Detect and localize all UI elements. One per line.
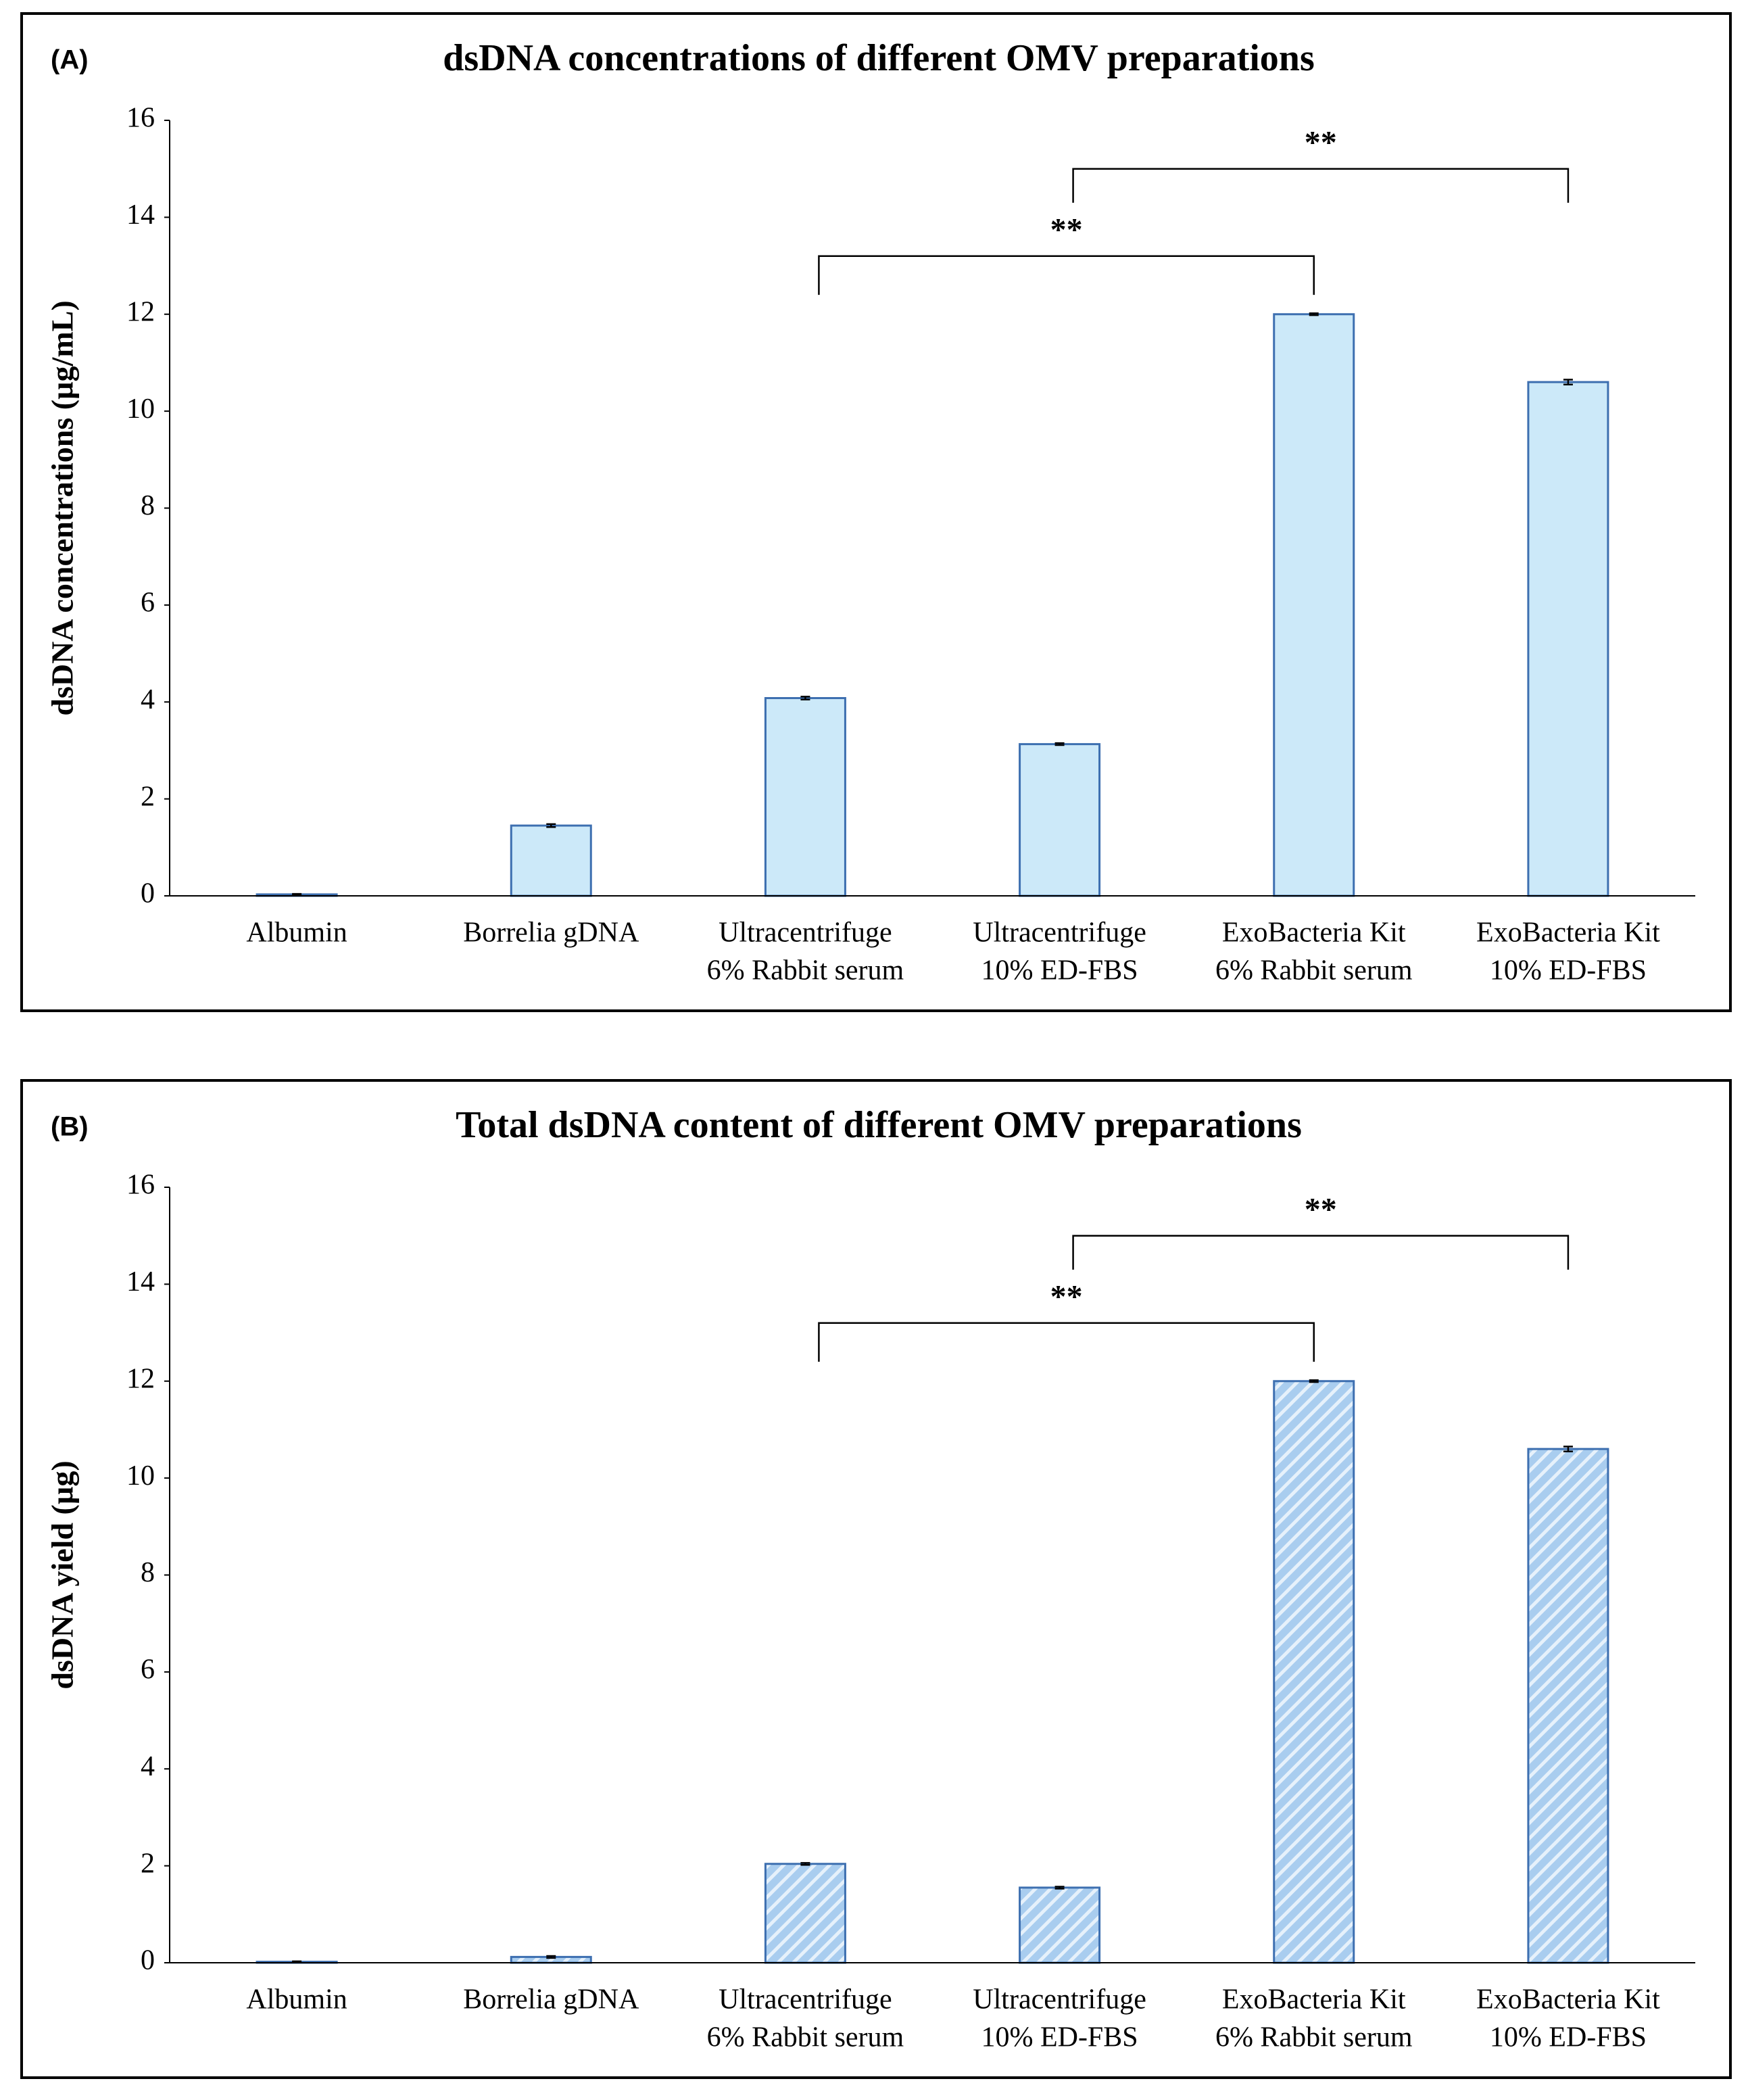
x-tick-label: 10% ED-FBS xyxy=(981,2022,1138,2053)
x-tick-label: Borrelia gDNA xyxy=(463,917,639,949)
x-tick-label: Ultracentrifuge xyxy=(973,917,1146,949)
error-bar xyxy=(1563,1446,1573,1452)
chart-title: dsDNA concentrations of different OMV pr… xyxy=(443,37,1315,79)
y-tick-label: 14 xyxy=(126,1266,155,1297)
x-tick-label: ExoBacteria Kit xyxy=(1476,917,1660,949)
y-tick-label: 10 xyxy=(126,1460,155,1492)
error-bar xyxy=(546,823,556,828)
y-tick-label: 12 xyxy=(126,1363,155,1394)
y-tick-label: 6 xyxy=(141,1654,155,1686)
y-tick-label: 2 xyxy=(141,1848,155,1879)
error-bar xyxy=(1309,312,1319,316)
x-tick-label: 10% ED-FBS xyxy=(1490,955,1647,986)
y-tick-label: 0 xyxy=(141,878,155,909)
bar xyxy=(1273,1380,1355,1964)
significance-label: ** xyxy=(1305,125,1337,161)
error-bar xyxy=(1054,1886,1065,1890)
x-tick-label: Ultracentrifuge xyxy=(719,1984,892,2015)
x-tick-label: Albumin xyxy=(246,1984,347,2015)
x-tick-label: 6% Rabbit serum xyxy=(707,955,904,986)
x-tick-label: Borrelia gDNA xyxy=(463,1984,639,2015)
x-tick-label: 6% Rabbit serum xyxy=(707,2022,904,2053)
y-tick-label: 10 xyxy=(126,393,155,425)
bar xyxy=(764,697,846,897)
x-tick-label: ExoBacteria Kit xyxy=(1222,917,1406,949)
panel-frame xyxy=(20,1079,1732,2079)
y-tick-label: 0 xyxy=(141,1945,155,1976)
y-axis-label: dsDNA concentrations (µg/mL) xyxy=(45,300,80,715)
error-bar xyxy=(800,1862,810,1866)
bar xyxy=(510,824,592,897)
x-tick-label: 10% ED-FBS xyxy=(1490,2022,1647,2053)
y-tick-label: 4 xyxy=(141,1751,155,1782)
significance-label: ** xyxy=(1050,212,1083,248)
y-tick-label: 8 xyxy=(141,1557,155,1588)
y-tick-label: 2 xyxy=(141,781,155,812)
bar xyxy=(1273,313,1355,897)
y-tick-label: 8 xyxy=(141,490,155,521)
panel-label: (A) xyxy=(51,45,89,75)
y-tick-label: 16 xyxy=(126,1170,155,1201)
error-bar xyxy=(800,696,810,700)
error-bar xyxy=(1563,379,1573,385)
y-axis-label: dsDNA yield (µg) xyxy=(45,1460,80,1689)
x-tick-label: 6% Rabbit serum xyxy=(1215,2022,1413,2053)
chart-title: Total dsDNA content of different OMV pre… xyxy=(456,1104,1302,1146)
significance-label: ** xyxy=(1305,1192,1337,1228)
significance-bracket xyxy=(1072,1235,1570,1270)
error-bar xyxy=(546,1955,556,1959)
x-tick-label: Ultracentrifuge xyxy=(973,1984,1146,2015)
y-tick-label: 14 xyxy=(126,199,155,231)
bar xyxy=(1527,381,1609,897)
y-tick-label: 12 xyxy=(126,296,155,327)
significance-bracket xyxy=(818,255,1315,295)
significance-bracket xyxy=(818,1322,1315,1362)
significance-label: ** xyxy=(1050,1279,1083,1315)
bar xyxy=(1019,743,1101,897)
y-tick-label: 6 xyxy=(141,588,155,619)
x-tick-label: 6% Rabbit serum xyxy=(1215,955,1413,986)
y-tick-label: 4 xyxy=(141,684,155,715)
error-bar xyxy=(1309,1379,1319,1383)
y-tick-label: 16 xyxy=(126,103,155,134)
bar xyxy=(1019,1886,1101,1964)
panel-frame xyxy=(20,12,1732,1012)
x-tick-label: Albumin xyxy=(246,917,347,949)
x-tick-label: ExoBacteria Kit xyxy=(1476,1984,1660,2015)
x-tick-label: ExoBacteria Kit xyxy=(1222,1984,1406,2015)
error-bar xyxy=(1054,742,1065,746)
bar xyxy=(1527,1448,1609,1964)
x-tick-label: 10% ED-FBS xyxy=(981,955,1138,986)
bar xyxy=(764,1863,846,1964)
significance-bracket xyxy=(1072,168,1570,203)
x-tick-label: Ultracentrifuge xyxy=(719,917,892,949)
panel-label: (B) xyxy=(51,1112,89,1142)
